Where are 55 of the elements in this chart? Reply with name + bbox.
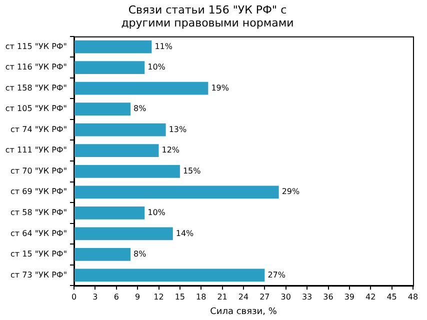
x-tick-label: 12 <box>154 292 164 302</box>
data-label: 10% <box>148 208 166 217</box>
y-tick-label: ст 15 "УК РФ" <box>10 250 67 259</box>
y-tick-label: ст 116 "УК РФ" <box>5 62 67 72</box>
x-tick-label: 21 <box>217 292 228 302</box>
bar <box>74 164 180 178</box>
bar <box>74 206 145 220</box>
data-label: 15% <box>182 166 202 176</box>
bar <box>74 40 152 54</box>
x-tick-label: 42 <box>366 292 376 302</box>
bar <box>74 61 145 74</box>
x-tick-label: 18 <box>196 292 206 302</box>
bar <box>74 102 130 116</box>
chart-title: Связи статьи 156 "УК РФ" с другими правовыми нормами <box>121 3 294 30</box>
y-tick-label: ст 73 "УК РФ" <box>10 270 67 280</box>
x-axis-title: Сила связи, % <box>210 306 278 317</box>
y-tick-label: ст 58 "УК РФ" <box>10 208 67 217</box>
data-label: 14% <box>176 228 194 238</box>
x-tick-label: 45 <box>386 292 397 302</box>
data-label: 8% <box>134 104 147 114</box>
bar <box>74 82 208 95</box>
x-tick-label: 39 <box>344 292 355 302</box>
x-tick-label: 6 <box>114 292 119 302</box>
x-tick-label: 30 <box>280 292 291 302</box>
y-tick-label: ст 74 "УК РФ" <box>10 124 67 134</box>
y-tick-label: ст 105 "УК РФ" <box>5 104 67 114</box>
x-tick-label: 15 <box>174 292 186 302</box>
y-tick-label: ст 70 "УК РФ" <box>10 166 67 176</box>
x-tick-label: 0 <box>71 292 77 302</box>
bar <box>74 268 265 282</box>
y-tick-label: ст 69 "УК РФ" <box>10 187 67 196</box>
data-label: 29% <box>282 187 300 196</box>
data-label: 13% <box>168 124 187 134</box>
bar <box>74 248 130 261</box>
x-tick-label: 48 <box>408 292 418 302</box>
data-label: 11% <box>154 42 173 51</box>
bar <box>74 123 166 136</box>
data-label: 8% <box>134 250 147 259</box>
data-label: 27% <box>268 270 286 280</box>
x-tick-label: 3 <box>92 292 98 302</box>
data-label: 19% <box>211 83 230 92</box>
x-tick-label: 24 <box>238 292 249 302</box>
x-tick-label: 27 <box>260 292 270 302</box>
y-tick-label: ст 111 "УК РФ" <box>5 146 67 155</box>
x-tick-label: 36 <box>323 292 334 302</box>
x-tick-label: 9 <box>135 292 140 302</box>
bar <box>74 227 173 240</box>
data-label: 12% <box>162 146 180 155</box>
x-tick-label: 33 <box>302 292 312 302</box>
data-label: 10% <box>148 62 166 72</box>
y-tick-label: ст 64 "УК РФ" <box>10 228 67 238</box>
bar <box>74 144 159 158</box>
y-tick-label: ст 158 "УК РФ" <box>5 83 67 92</box>
bar <box>74 186 279 199</box>
y-tick-label: ст 115 "УК РФ" <box>5 42 67 51</box>
